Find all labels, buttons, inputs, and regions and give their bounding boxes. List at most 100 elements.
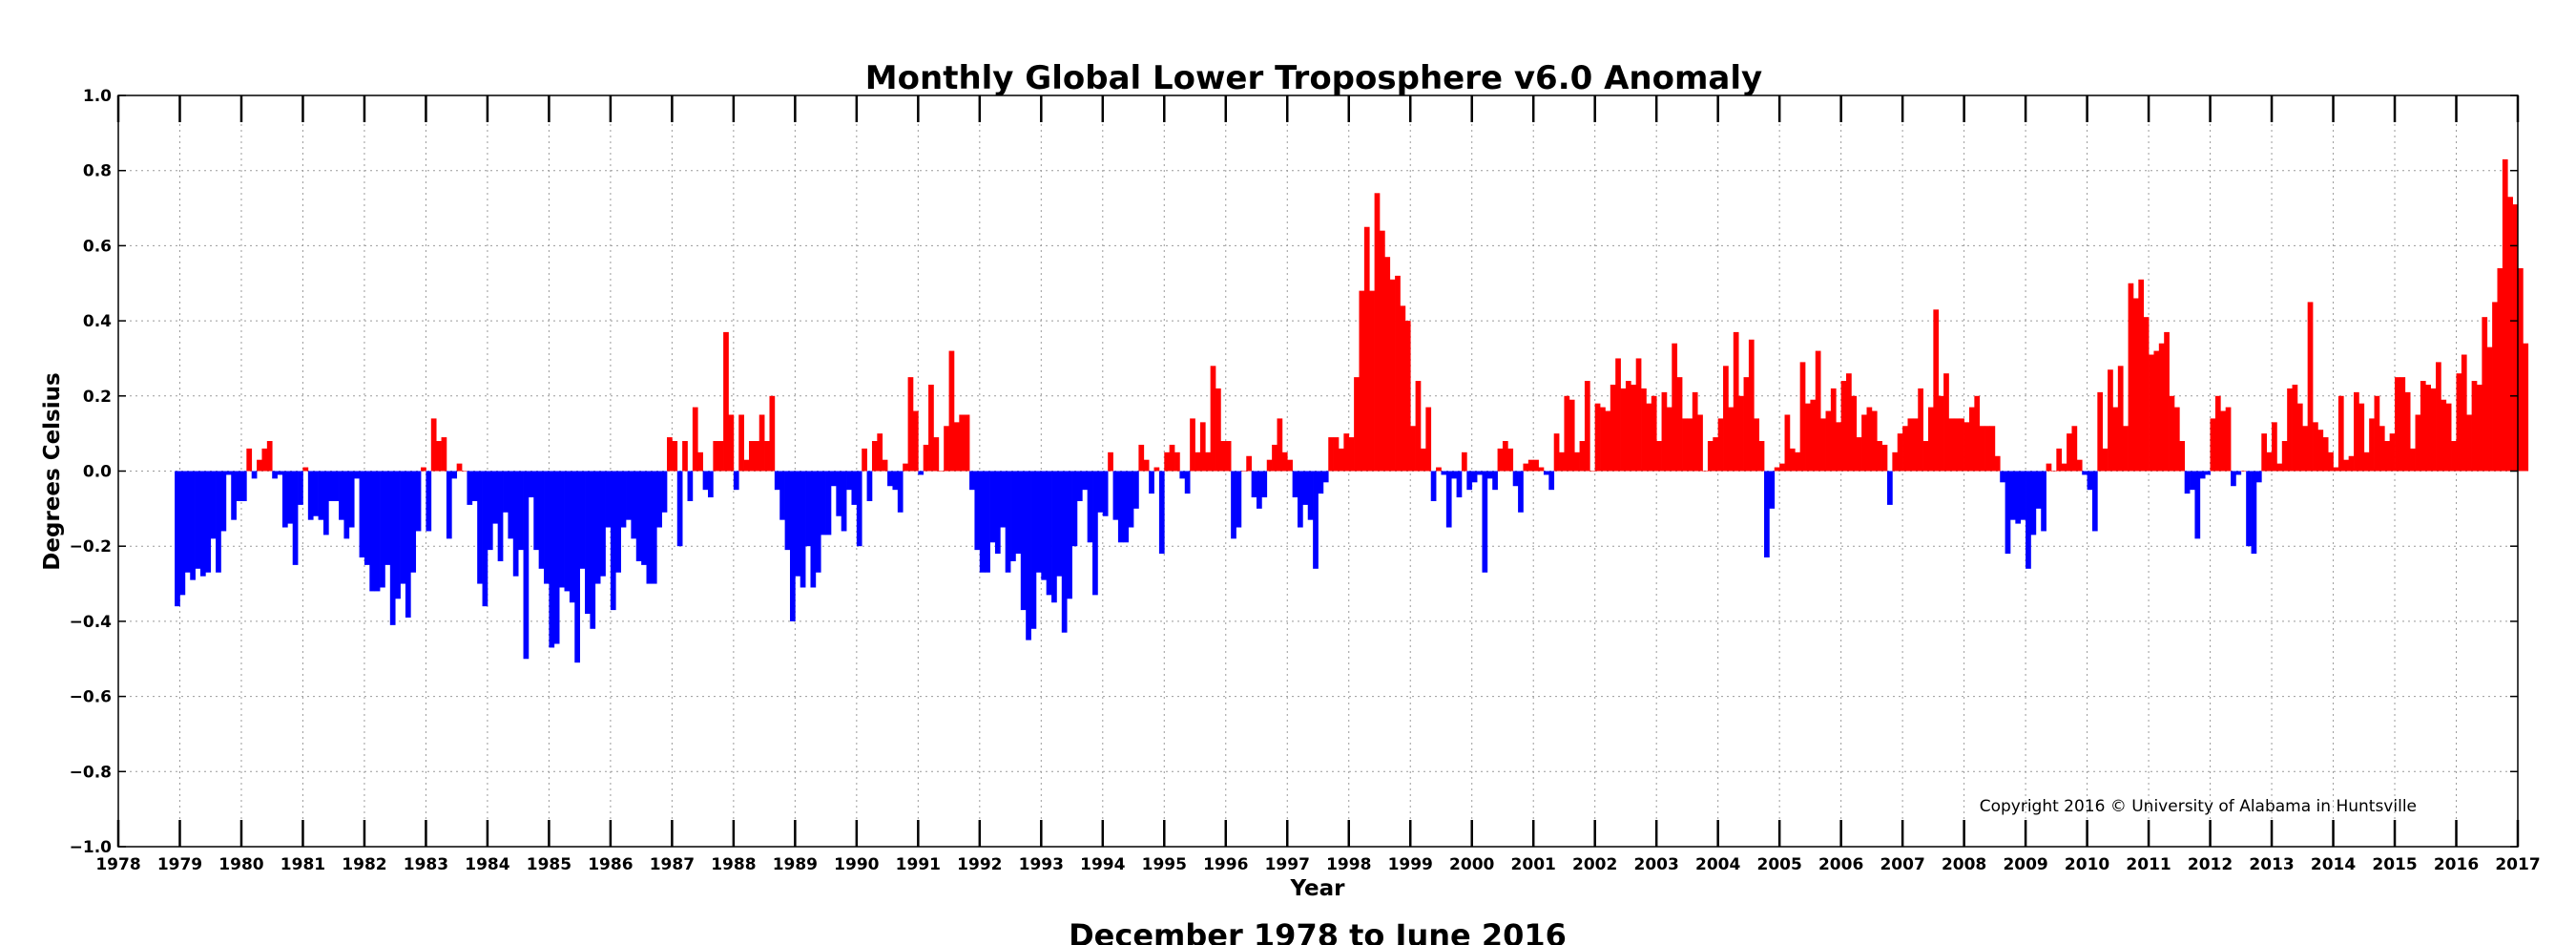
- bar: [2436, 362, 2441, 472]
- bar: [199, 471, 206, 577]
- bar: [1635, 358, 1642, 472]
- bar: [2149, 354, 2154, 472]
- bar: [994, 471, 1001, 555]
- bar: [1231, 471, 1236, 539]
- bar: [605, 471, 612, 528]
- bar: [2164, 331, 2170, 472]
- bar: [533, 471, 540, 551]
- bar: [2333, 467, 2339, 472]
- x-tick-label: 2004: [1695, 855, 1740, 874]
- bar: [236, 471, 242, 501]
- bar: [989, 471, 996, 543]
- bar: [307, 471, 314, 520]
- bar: [1938, 395, 1944, 472]
- x-tick-label: 2011: [2126, 855, 2171, 874]
- bar: [389, 471, 396, 625]
- bar: [1046, 471, 1052, 596]
- bar: [1102, 471, 1109, 516]
- bar: [1738, 395, 1744, 472]
- bar: [1041, 471, 1048, 580]
- bar: [528, 471, 534, 498]
- bar: [646, 471, 653, 584]
- bar: [871, 441, 878, 472]
- bar: [1717, 418, 1724, 472]
- bar: [318, 471, 324, 520]
- bar: [2399, 377, 2406, 472]
- bar: [1651, 395, 1657, 472]
- bar: [1000, 471, 1007, 528]
- bar: [1384, 257, 1391, 472]
- bar: [2354, 391, 2359, 472]
- bar: [281, 471, 288, 528]
- bar: [1138, 444, 1145, 472]
- bar: [2374, 395, 2380, 472]
- bar: [1261, 471, 1268, 498]
- bar: [1266, 459, 1273, 472]
- x-tick-label: 2010: [2065, 855, 2109, 874]
- bar: [728, 414, 735, 472]
- bar: [2492, 302, 2498, 472]
- bar: [1605, 410, 1611, 472]
- y-tick-label: −0.8: [70, 763, 112, 782]
- x-tick-label: 2008: [1942, 855, 1986, 874]
- bar: [928, 385, 934, 472]
- bar: [918, 471, 924, 475]
- bar: [2379, 426, 2385, 472]
- bar: [1769, 471, 1776, 509]
- bar: [441, 437, 447, 472]
- bar: [1348, 437, 1355, 472]
- bar: [585, 471, 591, 615]
- bar: [1825, 410, 1832, 472]
- bar: [1723, 366, 1729, 472]
- bar: [1574, 452, 1580, 472]
- bar: [1272, 444, 1278, 472]
- bar: [1968, 407, 1975, 472]
- bar: [2486, 346, 2493, 472]
- bar: [1620, 388, 1627, 472]
- bar: [1846, 373, 1852, 472]
- bar: [2507, 197, 2513, 472]
- bar: [487, 471, 493, 551]
- bar: [2041, 471, 2046, 532]
- bar: [830, 471, 837, 487]
- bar: [2477, 385, 2483, 472]
- bar: [2482, 317, 2488, 472]
- bar: [2497, 268, 2503, 472]
- bar: [1779, 463, 1785, 472]
- bar: [205, 471, 212, 573]
- x-tick-label: 1995: [1142, 855, 1187, 874]
- bar: [2358, 403, 2365, 472]
- bar: [1020, 471, 1027, 611]
- x-tick-label: 1998: [1326, 855, 1371, 874]
- bar: [1108, 452, 1113, 472]
- bar: [1415, 381, 1422, 472]
- bar: [482, 471, 488, 607]
- bar: [1682, 418, 1688, 472]
- bar: [1707, 441, 1714, 472]
- bar: [1318, 471, 1324, 494]
- bar: [2173, 407, 2180, 472]
- bar: [1369, 290, 1375, 472]
- bar: [897, 471, 904, 513]
- bar: [579, 471, 586, 569]
- x-axis-label: Year: [1289, 876, 1345, 901]
- bar: [1851, 395, 1858, 472]
- bar: [2471, 381, 2478, 472]
- bar: [907, 377, 914, 472]
- bar: [446, 471, 452, 539]
- bar: [569, 471, 575, 603]
- bar: [1471, 471, 1478, 483]
- bar: [1071, 471, 1078, 547]
- bar: [1220, 441, 1227, 472]
- bar: [195, 471, 201, 569]
- bar: [1035, 471, 1042, 573]
- bar: [1184, 471, 1191, 494]
- bar: [1543, 471, 1549, 475]
- bar: [287, 471, 294, 524]
- bar: [2389, 433, 2396, 472]
- x-tick-label: 1991: [896, 855, 941, 874]
- bar: [969, 471, 975, 491]
- bar: [559, 471, 565, 588]
- x-tick-label: 2014: [2311, 855, 2356, 874]
